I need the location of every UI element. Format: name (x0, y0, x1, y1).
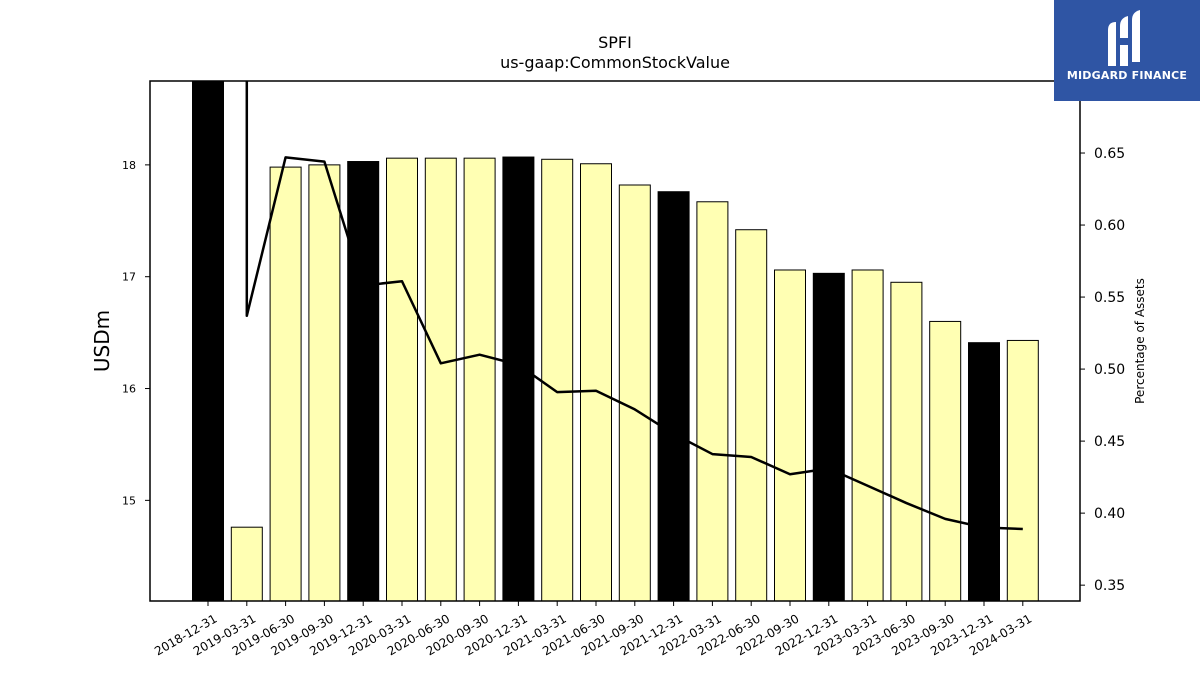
chart-subtitle: us-gaap:CommonStockValue (500, 53, 730, 72)
bar-2021-12-31 (657, 191, 690, 601)
bar-series (192, 81, 1039, 601)
y2-tick-label: 0.40 (1094, 506, 1125, 522)
bar-2022-12-31 (812, 272, 845, 601)
plot-area-frame (149, 80, 1081, 602)
x-axis: 2018-12-312019-03-312019-06-302019-09-30… (152, 601, 1034, 658)
bar-2023-06-30 (890, 281, 923, 601)
logo-text: MIDGARD FINANCE (1066, 69, 1188, 82)
line-series (245, 81, 1023, 531)
bar-2023-12-31 (968, 342, 1000, 601)
y-tick-label: 15 (122, 494, 136, 507)
y-axis-right: 0.35 0.40 0.45 0.50 0.55 0.60 0.65 (1080, 146, 1125, 594)
bar-2018-12-31 (192, 81, 224, 601)
y2-tick-label: 0.55 (1094, 290, 1125, 306)
bar-2022-09-30 (774, 269, 806, 601)
y2-tick-label: 0.35 (1094, 578, 1125, 594)
logo: MIDGARD FINANCE (1054, 0, 1200, 101)
bar-2023-09-30 (929, 320, 962, 601)
y-tick-label: 16 (122, 383, 136, 396)
y2-tick-label: 0.45 (1094, 434, 1125, 450)
bar-2020-12-31 (502, 156, 535, 601)
bar-2020-09-30 (463, 157, 496, 601)
bar-2020-03-31 (386, 157, 418, 601)
bar-2021-09-30 (618, 184, 651, 601)
bar-2021-03-31 (541, 158, 574, 601)
bar-2020-06-30 (424, 157, 457, 601)
y-axis-label: USDm (90, 310, 114, 372)
bar-2021-06-30 (580, 163, 612, 601)
y2-tick-label: 0.60 (1094, 218, 1125, 234)
percentage-of-assets-line (245, 81, 1023, 531)
chart-title: SPFI (598, 33, 632, 52)
y-tick-label: 18 (122, 159, 136, 172)
y-tick-label: 17 (122, 271, 136, 284)
y2-tick-label: 0.65 (1094, 146, 1125, 162)
bar-2019-09-30 (308, 164, 341, 601)
midgard-m-logo-icon (1108, 10, 1140, 66)
bar-2023-03-31 (851, 269, 884, 601)
bar-2019-06-30 (269, 166, 302, 601)
y-axis-left: 15 16 17 18 (122, 159, 150, 507)
bar-2022-06-30 (735, 229, 768, 601)
bar-2024-03-31 (1006, 339, 1039, 601)
chart-title-group: SPFI us-gaap:CommonStockValue (500, 33, 730, 72)
y2-axis-label: Percentage of Assets (1133, 278, 1147, 404)
y2-tick-label: 0.50 (1094, 362, 1125, 378)
bar-2019-12-31 (347, 161, 380, 601)
bar-2019-03-31 (230, 526, 263, 601)
bar-2022-03-31 (696, 201, 729, 601)
